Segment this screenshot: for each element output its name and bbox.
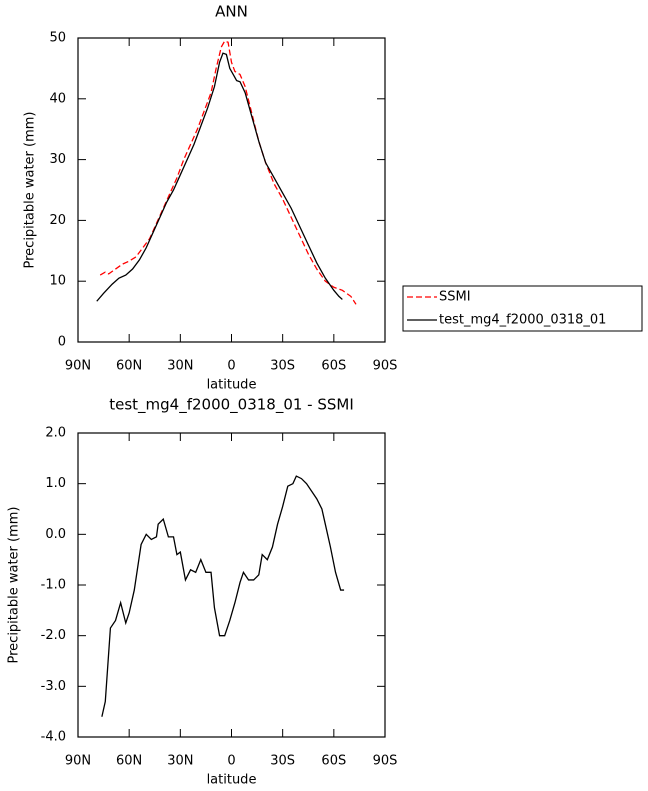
y-tick-label: -2.0 bbox=[41, 628, 66, 643]
legend-label: SSMI bbox=[439, 290, 471, 305]
x-tick-label: 0 bbox=[227, 359, 235, 374]
data-line bbox=[96, 52, 343, 302]
x-tick-label: 90N bbox=[65, 754, 91, 769]
x-tick-label: 60S bbox=[321, 754, 346, 769]
legend-label: test_mg4_f2000_0318_01 bbox=[439, 313, 606, 328]
x-tick-label: 30S bbox=[270, 359, 295, 374]
y-tick-label: -3.0 bbox=[41, 679, 66, 694]
y-tick-label: 40 bbox=[49, 91, 66, 106]
chart-title: ANN bbox=[215, 3, 248, 21]
x-tick-label: 30N bbox=[167, 754, 193, 769]
y-tick-label: 2.0 bbox=[45, 426, 66, 441]
x-tick-label: 60N bbox=[116, 754, 142, 769]
plot-frame bbox=[77, 432, 386, 738]
x-tick-label: 90S bbox=[373, 359, 398, 374]
x-axis-label: latitude bbox=[207, 378, 257, 393]
x-tick-label: 60N bbox=[116, 359, 142, 374]
x-tick-label: 0 bbox=[227, 754, 235, 769]
y-tick-label: 10 bbox=[49, 274, 66, 289]
y-tick-label: 20 bbox=[49, 213, 66, 228]
x-tick-label: 30N bbox=[167, 359, 193, 374]
y-tick-label: -1.0 bbox=[41, 578, 66, 593]
x-tick-label: 60S bbox=[321, 359, 346, 374]
x-tick-label: 30S bbox=[270, 754, 295, 769]
x-axis-label: latitude bbox=[207, 773, 257, 788]
legend-box bbox=[402, 285, 643, 332]
plot-frame bbox=[77, 37, 386, 343]
x-tick-label: 90S bbox=[373, 754, 398, 769]
data-line bbox=[101, 475, 345, 717]
y-tick-label: 30 bbox=[49, 152, 66, 167]
y-tick-label: 50 bbox=[49, 31, 66, 46]
y-axis-label: Precipitable water (mm) bbox=[7, 507, 22, 664]
y-tick-label: 1.0 bbox=[45, 476, 66, 491]
y-tick-label: -4.0 bbox=[41, 730, 66, 745]
y-tick-label: 0 bbox=[58, 335, 66, 350]
y-axis-label: Precipitable water (mm) bbox=[23, 112, 38, 269]
y-tick-label: 0.0 bbox=[45, 527, 66, 542]
legend: SSMI test_mg4_f2000_0318_01 bbox=[402, 285, 643, 332]
data-line bbox=[99, 40, 357, 305]
x-tick-label: 90N bbox=[65, 359, 91, 374]
chart-title: test_mg4_f2000_0318_01 - SSMI bbox=[109, 396, 354, 415]
